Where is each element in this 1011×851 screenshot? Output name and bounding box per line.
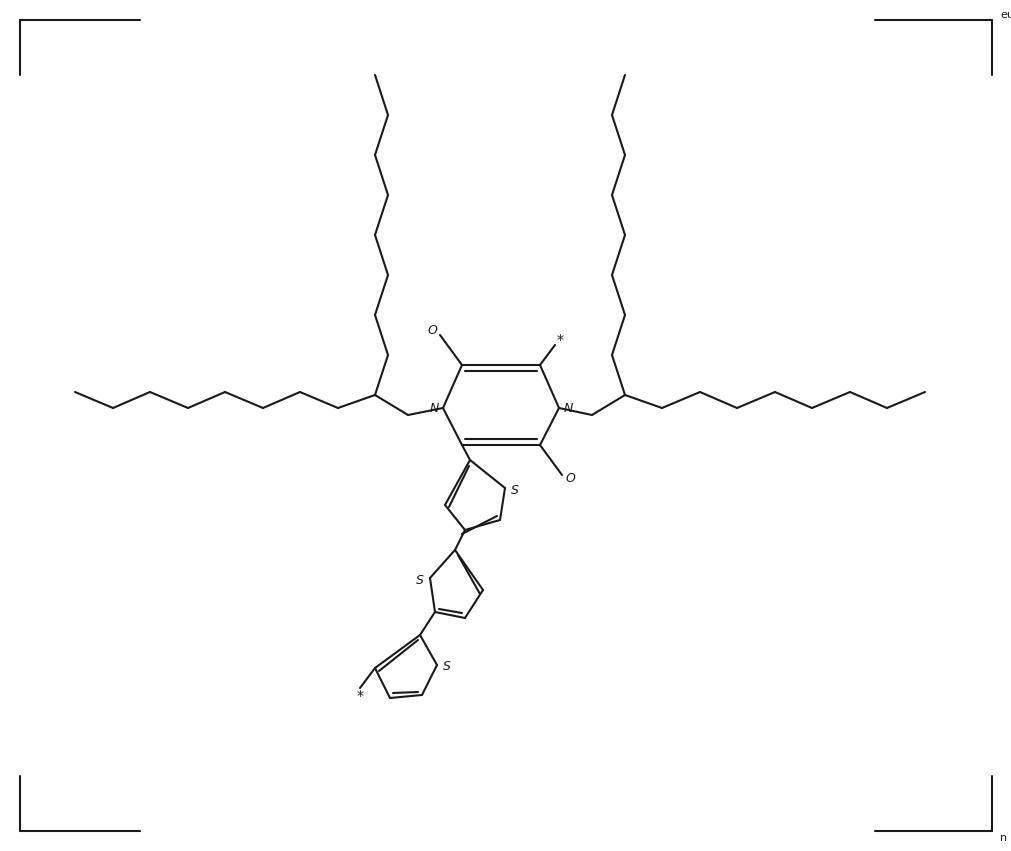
Text: eu: eu xyxy=(999,10,1011,20)
Text: O: O xyxy=(564,472,574,486)
Text: S: S xyxy=(511,483,519,496)
Text: N: N xyxy=(429,402,438,414)
Text: S: S xyxy=(443,660,451,673)
Text: O: O xyxy=(427,324,437,338)
Text: n: n xyxy=(999,833,1006,843)
Text: S: S xyxy=(416,574,424,586)
Text: *: * xyxy=(356,689,363,703)
Text: N: N xyxy=(563,402,572,414)
Text: *: * xyxy=(556,333,563,347)
